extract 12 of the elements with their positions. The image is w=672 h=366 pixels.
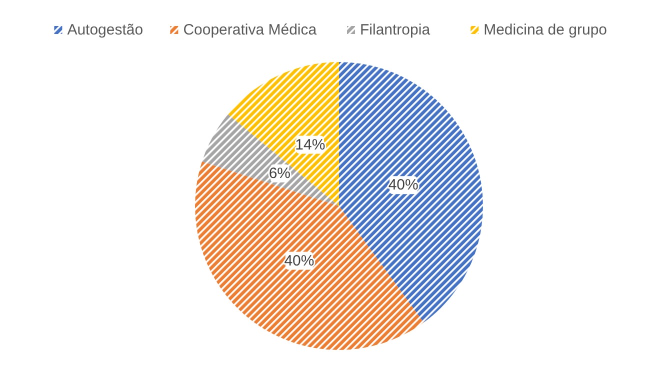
legend-label: Medicina de grupo <box>484 22 608 38</box>
pie-slice <box>195 162 424 350</box>
legend-label: Autogestão <box>67 22 144 38</box>
data-label: 40% <box>284 252 314 270</box>
pie-slice <box>228 62 339 206</box>
pie-slice <box>339 62 483 322</box>
pie-slice <box>202 114 339 206</box>
data-label: 6% <box>268 164 291 182</box>
legend-label: Filantropia <box>360 22 431 38</box>
data-label: 14% <box>295 136 326 154</box>
legend-label: Cooperativa Médica <box>183 22 318 38</box>
data-label: 40% <box>388 176 418 194</box>
